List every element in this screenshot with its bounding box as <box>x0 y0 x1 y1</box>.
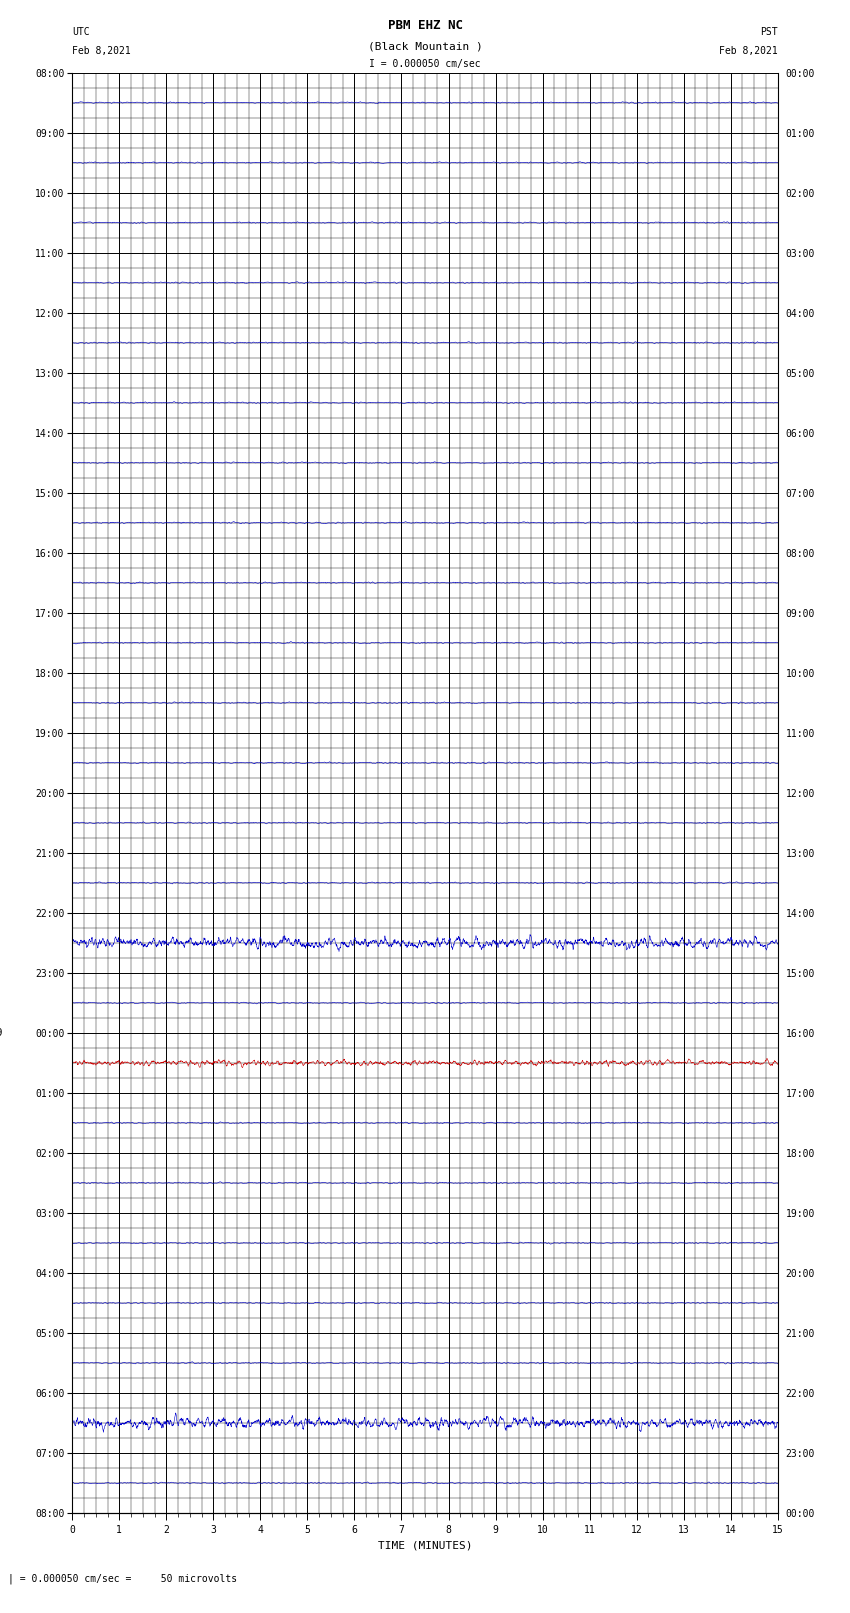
Text: PST: PST <box>760 27 778 37</box>
Text: UTC: UTC <box>72 27 90 37</box>
Text: Feb 8,2021: Feb 8,2021 <box>72 47 131 56</box>
Text: Feb 9: Feb 9 <box>0 1027 3 1037</box>
Text: PBM EHZ NC: PBM EHZ NC <box>388 19 462 32</box>
Text: Feb 8,2021: Feb 8,2021 <box>719 47 778 56</box>
X-axis label: TIME (MINUTES): TIME (MINUTES) <box>377 1540 473 1550</box>
Text: (Black Mountain ): (Black Mountain ) <box>367 42 483 52</box>
Text: | = 0.000050 cm/sec =     50 microvolts: | = 0.000050 cm/sec = 50 microvolts <box>8 1573 238 1584</box>
Text: I = 0.000050 cm/sec: I = 0.000050 cm/sec <box>369 60 481 69</box>
